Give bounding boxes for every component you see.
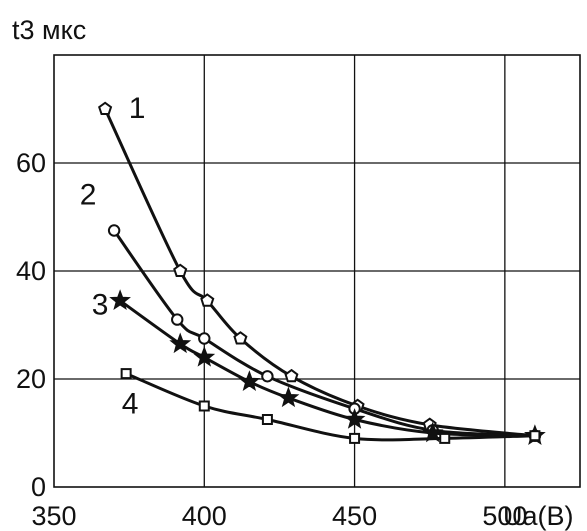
x-tick-label-450: 450: [332, 501, 377, 531]
marker-series-3-1: [169, 332, 192, 354]
curve-2: [112, 229, 537, 438]
marker-series-3-6: [421, 421, 444, 443]
marker-series-4-0: [120, 368, 132, 380]
marker-series-1-3: [233, 331, 248, 345]
curves-layer: [103, 107, 537, 442]
y-tick-label-20: 20: [16, 364, 46, 394]
y-tick-label-0: 0: [31, 472, 46, 502]
marker-series-2-2: [198, 332, 211, 345]
marker-series-1-2: [200, 293, 215, 307]
curve-label-4: 4: [122, 388, 139, 421]
marker-series-1-0: [98, 101, 113, 115]
marker-series-3-5: [343, 408, 366, 429]
marker-series-4-3: [349, 432, 361, 444]
marker-series-4-2: [261, 414, 273, 425]
y-tick-label-40: 40: [16, 256, 46, 286]
markers-layer: [98, 101, 546, 445]
y-tick-labels: 0 20 40 60: [16, 148, 46, 502]
plot-frame: [53, 54, 581, 488]
y-tick-label-60: 60: [16, 148, 46, 178]
marker-series-2-1: [171, 313, 184, 326]
x-tick-labels: 350 400 450 500: [31, 501, 527, 531]
curve-1: [103, 107, 537, 438]
marker-series-4-1: [198, 400, 210, 412]
marker-series-3-3: [238, 370, 261, 391]
curve-label-1: 1: [129, 92, 146, 125]
y-axis-title: t3 мкс: [12, 15, 86, 45]
marker-series-3-4: [277, 386, 300, 408]
marker-series-1-4: [284, 368, 299, 383]
marker-series-2-3: [261, 370, 274, 383]
marker-series-1-1: [173, 263, 188, 277]
marker-series-4-5: [529, 430, 541, 442]
curve-4: [124, 372, 537, 442]
curve-label-2: 2: [80, 179, 97, 212]
marker-series-3-2: [193, 345, 216, 367]
marker-series-2-0: [107, 224, 121, 237]
marker-series-4-4: [439, 432, 451, 444]
curve-labels: 1 2 3 4: [80, 92, 146, 421]
x-tick-label-500: 500: [482, 501, 527, 531]
x-axis-title: Ua(B): [503, 501, 574, 531]
x-tick-label-400: 400: [182, 501, 227, 531]
x-tick-label-350: 350: [31, 501, 76, 531]
curve-label-3: 3: [92, 289, 109, 322]
marker-series-3-0: [109, 289, 131, 310]
